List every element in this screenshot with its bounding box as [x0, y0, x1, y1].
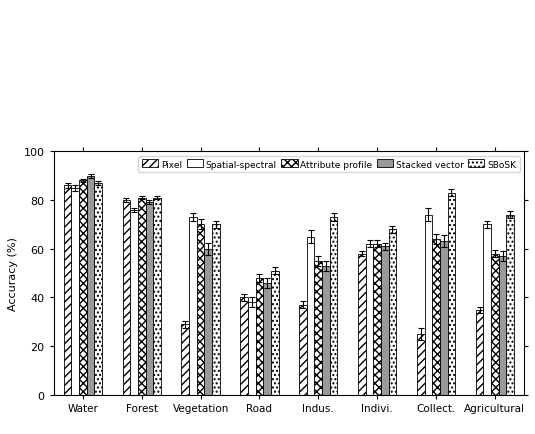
Bar — [212, 225, 220, 395]
Bar — [204, 249, 212, 395]
Bar — [322, 266, 330, 395]
Bar — [307, 237, 315, 395]
Bar — [315, 261, 322, 395]
Bar — [388, 230, 396, 395]
Bar — [299, 305, 307, 395]
Bar — [256, 278, 263, 395]
Bar — [197, 225, 204, 395]
Bar — [491, 254, 499, 395]
Bar — [417, 334, 425, 395]
Bar — [381, 247, 388, 395]
Bar — [240, 298, 248, 395]
Bar — [248, 302, 256, 395]
Bar — [506, 215, 514, 395]
Bar — [79, 181, 87, 395]
Bar — [484, 225, 491, 395]
Bar — [358, 254, 366, 395]
Bar — [366, 244, 373, 395]
Bar — [87, 176, 94, 395]
Bar — [425, 215, 432, 395]
Bar — [123, 201, 131, 395]
Bar — [72, 188, 79, 395]
Bar — [64, 186, 72, 395]
Bar — [271, 271, 279, 395]
Bar — [330, 217, 338, 395]
Bar — [263, 283, 271, 395]
Bar — [153, 198, 161, 395]
Bar — [181, 325, 189, 395]
Bar — [476, 310, 484, 395]
Bar — [189, 217, 197, 395]
Bar — [138, 198, 146, 395]
Bar — [440, 242, 447, 395]
Legend: Pixel, Spatial-spectral, Attribute profile, Stacked vector, SBoSK: Pixel, Spatial-spectral, Attribute profi… — [139, 156, 520, 173]
Y-axis label: Accuracy (%): Accuracy (%) — [8, 237, 18, 310]
Bar — [146, 203, 153, 395]
Bar — [447, 193, 455, 395]
Bar — [432, 240, 440, 395]
Bar — [94, 184, 102, 395]
Bar — [131, 210, 138, 395]
Bar — [373, 244, 381, 395]
Bar — [499, 256, 506, 395]
